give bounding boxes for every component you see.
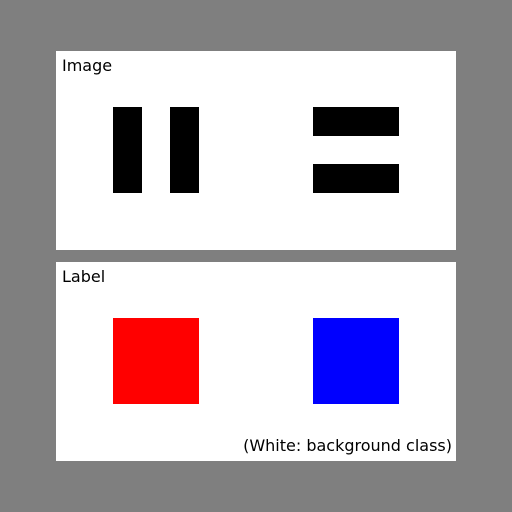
image-panel-title: Image [62,56,113,75]
blue-label-square [313,318,399,404]
vertical-bar-1 [113,107,142,193]
horizontal-bar-2 [313,164,399,193]
label-panel: Label (White: background class) [56,262,456,461]
background-class-note: (White: background class) [243,436,452,455]
image-panel: Image [56,51,456,250]
red-label-square [113,318,199,404]
vertical-bar-2 [170,107,199,193]
horizontal-bar-1 [313,107,399,136]
label-panel-title: Label [62,267,106,286]
